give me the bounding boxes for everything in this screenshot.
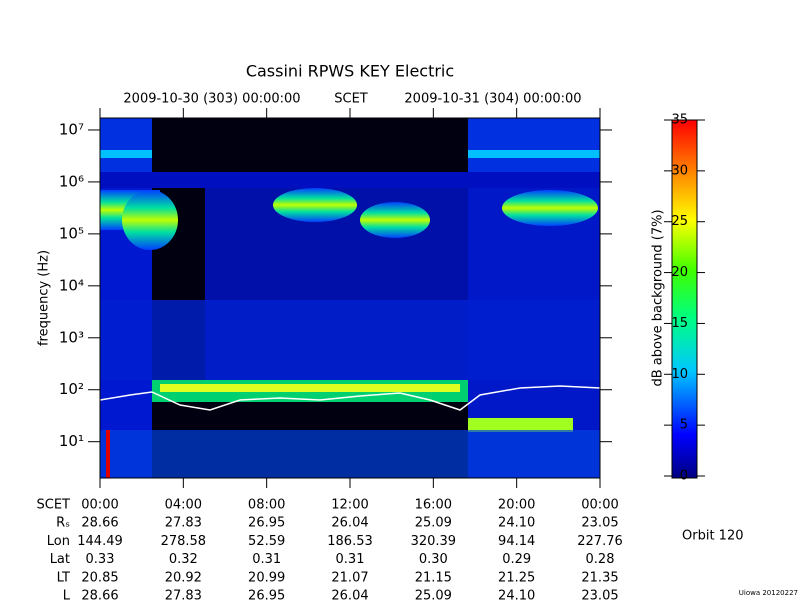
table-cell: 24.10: [498, 589, 535, 600]
x-tick-label: 04:00: [165, 498, 202, 513]
chart-title: Cassini RPWS KEY Electric: [246, 62, 454, 81]
x-tick-label: 12:00: [331, 498, 368, 513]
table-cell: 25.09: [415, 589, 452, 600]
table-cell: 26.04: [331, 589, 368, 600]
table-cell: 144.49: [77, 534, 123, 549]
row-label: LT: [57, 570, 70, 585]
credit: Uiowa 20120227: [739, 589, 798, 597]
table-cell: 23.05: [581, 516, 618, 531]
table-cell: 20.85: [81, 570, 118, 585]
table-cell: 0.28: [586, 552, 615, 567]
colorbar: [671, 119, 698, 479]
table-cell: 28.66: [81, 516, 118, 531]
orbit-label: Orbit 120: [682, 529, 743, 544]
end-date: 2009-10-31 (304) 00:00:00: [404, 92, 581, 107]
row-label: SCET: [37, 498, 71, 513]
table-cell: 21.07: [331, 570, 368, 585]
start-date: 2009-10-30 (303) 00:00:00: [123, 92, 300, 107]
x-tick-label: 00:00: [81, 498, 118, 513]
colorbar-tick-label: 35: [671, 113, 688, 128]
table-cell: 0.30: [419, 552, 448, 567]
colorbar-tick-label: 30: [671, 163, 688, 178]
time-system: SCET: [334, 92, 368, 107]
table-cell: 320.39: [411, 534, 457, 549]
table-cell: 0.29: [502, 552, 531, 567]
y-tick-label: 10¹: [59, 432, 84, 450]
table-cell: 0.31: [336, 552, 365, 567]
table-cell: 27.83: [165, 516, 202, 531]
table-cell: 227.76: [577, 534, 623, 549]
colorbar-tick-label: 20: [671, 265, 688, 280]
row-label: L: [63, 589, 71, 600]
colorbar-tick-label: 0: [680, 469, 688, 484]
table-cell: 278.58: [161, 534, 207, 549]
table-cell: 52.59: [248, 534, 285, 549]
x-tick-label: 08:00: [248, 498, 285, 513]
table-cell: 186.53: [327, 534, 373, 549]
table-cell: 25.09: [415, 516, 452, 531]
colorbar-tick-label: 25: [671, 214, 688, 229]
y-tick-label: 10⁵: [59, 224, 84, 242]
row-label: Lat: [50, 552, 70, 567]
x-tick-label: 00:00: [581, 498, 618, 513]
table-cell: 21.25: [498, 570, 535, 585]
table-cell: 27.83: [165, 589, 202, 600]
table-cell: 28.66: [81, 589, 118, 600]
table-cell: 0.32: [169, 552, 198, 567]
y-tick-label: 10⁷: [59, 120, 84, 138]
table-cell: 24.10: [498, 516, 535, 531]
table-cell: 20.99: [248, 570, 285, 585]
y-tick-label: 10²: [59, 380, 84, 398]
table-cell: 0.33: [86, 552, 115, 567]
colorbar-tick-label: 10: [671, 367, 688, 382]
row-label: Lon: [47, 534, 70, 549]
table-cell: 26.95: [248, 516, 285, 531]
table-cell: 21.35: [581, 570, 618, 585]
table-cell: 26.95: [248, 589, 285, 600]
x-tick-label: 20:00: [498, 498, 535, 513]
y-tick-label: 10³: [59, 328, 84, 346]
table-cell: 94.14: [498, 534, 535, 549]
row-label: Rₛ: [56, 516, 70, 531]
x-tick-label: 16:00: [415, 498, 452, 513]
colorbar-label: dB above background (7%): [651, 209, 666, 386]
table-cell: 26.04: [331, 516, 368, 531]
colorbar-tick-label: 5: [680, 418, 688, 433]
y-tick-label: 10⁶: [59, 172, 84, 190]
y-tick-label: 10⁴: [59, 276, 84, 294]
spectrogram: [99, 118, 601, 478]
table-cell: 21.15: [415, 570, 452, 585]
table-cell: 0.31: [252, 552, 281, 567]
table-cell: 20.92: [165, 570, 202, 585]
y-axis-label: frequency (Hz): [37, 250, 52, 346]
table-cell: 23.05: [581, 589, 618, 600]
colorbar-tick-label: 15: [671, 316, 688, 331]
